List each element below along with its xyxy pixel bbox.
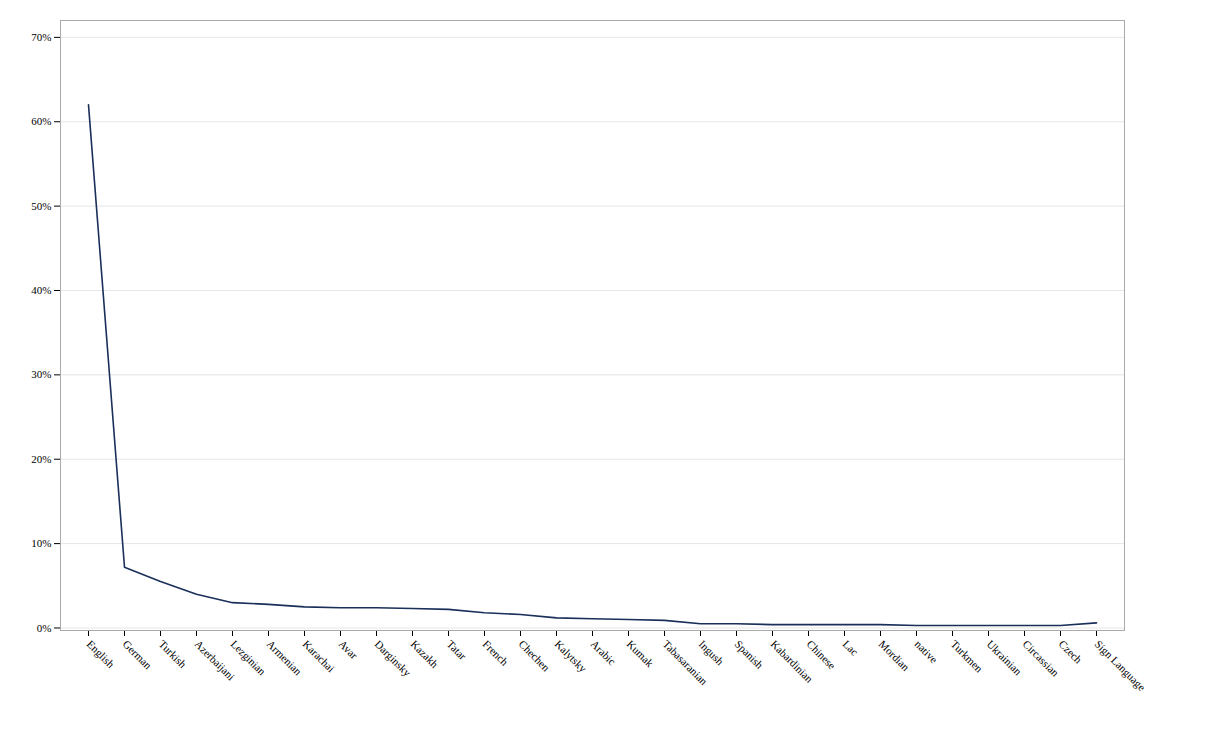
svg-text:Lezginian: Lezginian (229, 638, 269, 678)
svg-text:40%: 40% (31, 284, 51, 296)
svg-text:Karachai: Karachai (301, 638, 338, 675)
svg-text:Tatar: Tatar (445, 638, 470, 663)
svg-text:Kumak: Kumak (625, 638, 657, 670)
svg-text:30%: 30% (31, 368, 51, 380)
svg-text:French: French (481, 638, 511, 668)
svg-text:English: English (85, 638, 118, 671)
svg-text:Arabic: Arabic (589, 638, 619, 668)
svg-text:Circassian: Circassian (1021, 638, 1062, 679)
svg-text:German: German (121, 638, 155, 672)
svg-text:60%: 60% (31, 115, 51, 127)
svg-text:Chechen: Chechen (517, 638, 553, 674)
svg-text:10%: 10% (31, 537, 51, 549)
svg-text:20%: 20% (31, 453, 51, 465)
svg-text:50%: 50% (31, 200, 51, 212)
svg-text:Turkmen: Turkmen (949, 638, 986, 675)
svg-text:Tabasaranian: Tabasaranian (660, 637, 710, 688)
svg-text:0%: 0% (37, 621, 52, 633)
svg-text:Ingush: Ingush (697, 638, 727, 668)
svg-text:native: native (913, 638, 941, 666)
svg-text:Ukrainian: Ukrainian (985, 638, 1025, 678)
svg-text:70%: 70% (31, 31, 51, 43)
svg-text:Kalytsky: Kalytsky (553, 638, 590, 675)
svg-text:Kazakh: Kazakh (409, 638, 442, 671)
svg-text:Armenian: Armenian (265, 638, 305, 678)
svg-text:Avar: Avar (337, 638, 361, 662)
svg-text:Lac: Lac (841, 638, 861, 658)
svg-text:Azerbaijani: Azerbaijani (192, 637, 238, 683)
svg-text:Spanish: Spanish (733, 638, 766, 671)
svg-text:Darginsky: Darginsky (373, 638, 414, 679)
svg-text:Turkish: Turkish (157, 638, 190, 671)
svg-text:Mordian: Mordian (877, 638, 913, 674)
svg-text:Kabardinian: Kabardinian (768, 637, 816, 685)
svg-text:Sign Language: Sign Language (1093, 638, 1148, 693)
svg-text:Chinese: Chinese (805, 638, 839, 672)
svg-text:Czech: Czech (1057, 638, 1085, 666)
